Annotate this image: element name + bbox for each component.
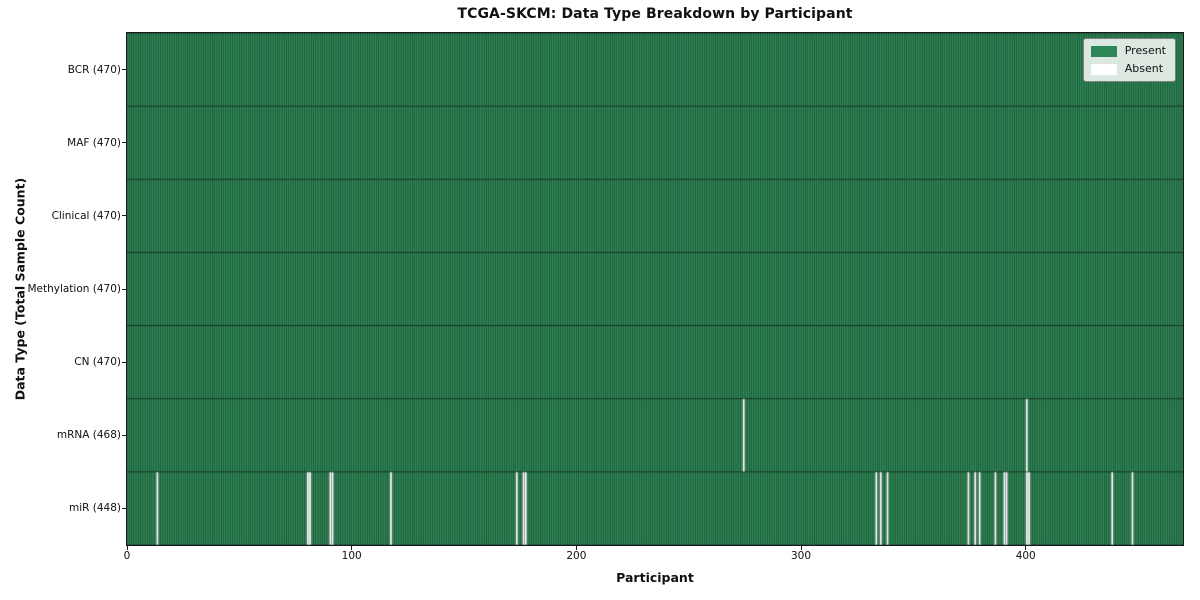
x-tick-mark <box>575 546 577 550</box>
y-tick-label-miR: miR (448) <box>68 502 121 515</box>
heatmap-canvas <box>127 33 1183 545</box>
y-tick-label-mRNA: mRNA (468) <box>56 429 121 442</box>
y-tick-mark <box>122 69 126 71</box>
chart-title: TCGA-SKCM: Data Type Breakdown by Partic… <box>457 6 853 22</box>
y-tick-label-Methylation: Methylation (470) <box>27 283 121 295</box>
y-tick-label-BCR: BCR (470) <box>67 63 121 76</box>
x-tick-mark <box>1025 546 1027 550</box>
legend-swatch-absent <box>1090 63 1117 75</box>
y-tick-mark <box>122 142 126 144</box>
y-tick-mark <box>122 288 126 290</box>
x-tick-label-300: 300 <box>791 550 812 562</box>
x-tick-mark <box>351 546 353 550</box>
legend-swatch-present <box>1090 45 1117 57</box>
x-tick-mark <box>800 546 802 550</box>
x-tick-mark <box>126 546 128 550</box>
x-axis-label: Participant <box>616 570 694 585</box>
y-tick-mark <box>122 507 126 509</box>
y-tick-mark <box>122 215 126 217</box>
y-tick-label-CN: CN (470) <box>74 356 121 369</box>
x-tick-label-0: 0 <box>123 550 131 562</box>
y-tick-label-MAF: MAF (470) <box>67 136 121 149</box>
x-tick-label-200: 200 <box>566 550 587 562</box>
y-tick-mark <box>122 361 126 363</box>
heatmap-axes: Present Absent <box>127 33 1183 545</box>
y-tick-mark <box>122 434 126 436</box>
y-axis-label: Data Type (Total Sample Count) <box>12 177 28 401</box>
legend-label-absent: Absent <box>1124 62 1164 75</box>
legend-entry-absent: Absent <box>1090 62 1166 75</box>
x-tick-label-400: 400 <box>1015 550 1036 562</box>
legend-entry-present: Present <box>1090 44 1166 57</box>
x-tick-label-100: 100 <box>341 550 362 562</box>
legend-label-present: Present <box>1124 44 1166 57</box>
y-tick-label-Clinical: Clinical (470) <box>51 209 121 222</box>
legend: Present Absent <box>1082 38 1176 82</box>
